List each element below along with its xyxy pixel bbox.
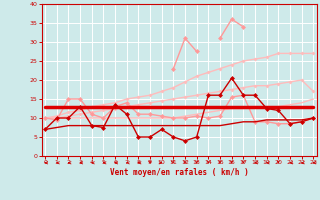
X-axis label: Vent moyen/en rafales ( km/h ): Vent moyen/en rafales ( km/h ) (110, 168, 249, 177)
